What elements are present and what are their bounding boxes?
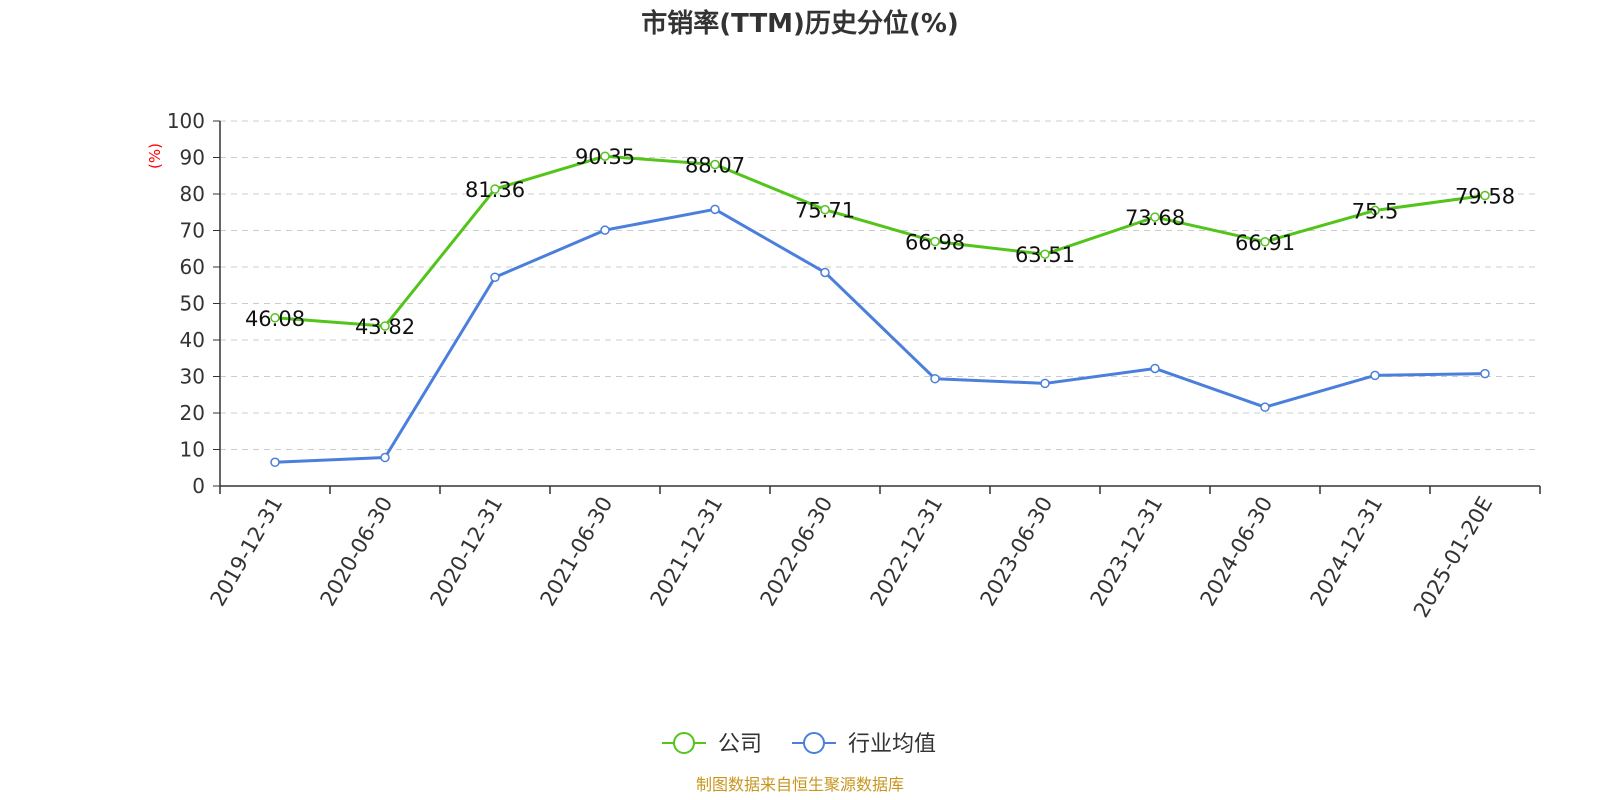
legend-label: 行业均值 [848,732,936,757]
y-tick-label: 0 [192,474,205,498]
data-point [1370,205,1380,216]
x-tick-label: 2020-12-31 [426,493,508,611]
data-point [1040,249,1050,259]
y-axis-unit-label: (%) [146,143,164,169]
data-label: 46.08 [245,307,305,331]
data-label: 88.07 [685,154,745,178]
series-line [274,154,1486,328]
data-point [1370,370,1380,381]
data-point [600,151,610,161]
data-point [270,457,280,468]
source-note: 制图数据来自恒生聚源数据库 [696,775,904,794]
x-tick-label: 2020-06-30 [316,493,398,611]
y-tick-label: 100 [167,109,205,133]
data-point [490,184,500,194]
x-tick-label: 2019-12-31 [206,493,288,611]
legend-marker [803,732,825,754]
data-label: 66.91 [1235,231,1295,255]
data-label: 66.98 [905,231,965,255]
data-point [1040,378,1050,389]
chart-title: 市销率(TTM)历史分位(%) [641,8,959,39]
x-tick-label: 2022-12-31 [866,493,948,611]
data-point [820,267,830,278]
series-layer: 46.08 43.82 81.36 90.35 88.07 75.71 66.98 63.51… [245,145,1515,468]
data-label: 73.68 [1125,206,1185,230]
y-tick-label: 30 [180,365,205,389]
data-label: 63.51 [1015,243,1075,267]
y-tick-label: 10 [180,438,205,462]
data-point [600,225,610,235]
x-tick-label: 2024-06-30 [1196,493,1278,611]
x-tick-label: 2023-12-31 [1086,493,1168,611]
data-point [270,313,280,323]
data-point [1150,212,1160,222]
data-point [1480,368,1490,379]
x-axis-ticks: 2019-12-31 2020-06-30 2020-12-31 2021-06-30… [206,486,1541,622]
data-label: 75.71 [795,199,855,223]
data-point [820,204,830,215]
data-label: 81.36 [465,178,525,202]
legend: 公司 行业均值 [662,732,936,757]
data-point [710,204,720,215]
y-tick-label: 80 [180,182,205,206]
y-tick-label: 90 [180,146,205,170]
x-tick-label: 2025-01-20E [1409,493,1497,622]
y-axis-ticks: 0 10 20 30 40 50 60 70 80 90 100 [167,109,220,498]
y-tick-label: 50 [180,292,205,316]
data-point [380,321,390,331]
legend-label: 公司 [718,732,762,757]
data-label: 90.35 [575,145,635,169]
y-tick-label: 70 [180,219,205,243]
grid-lines [220,120,1540,450]
data-label: 79.58 [1455,185,1515,209]
x-tick-label: 2023-06-30 [976,493,1058,611]
y-tick-label: 40 [180,328,205,352]
data-label: 75.5 [1352,199,1399,223]
data-point [1480,190,1490,201]
data-point [930,373,940,384]
x-tick-label: 2021-12-31 [646,493,728,611]
data-point [930,236,940,247]
data-point [710,159,720,170]
y-tick-label: 60 [180,255,205,279]
x-tick-label: 2022-06-30 [756,493,838,611]
data-point [380,452,390,463]
x-tick-label: 2021-06-30 [536,493,618,611]
y-tick-label: 20 [180,401,205,425]
data-label: 43.82 [355,315,415,339]
series-line [274,207,1486,464]
x-tick-label: 2024-12-31 [1306,493,1388,611]
data-point [490,272,500,282]
data-point [1150,363,1160,374]
data-point [1260,237,1270,247]
legend-marker [673,732,695,754]
data-point [1260,402,1270,412]
